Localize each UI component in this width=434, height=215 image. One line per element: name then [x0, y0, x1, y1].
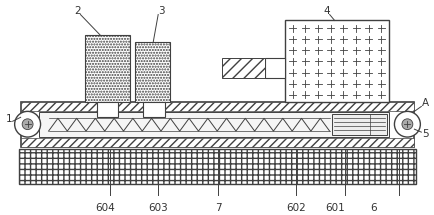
Bar	[20, 103, 414, 147]
Bar	[264, 58, 284, 78]
Circle shape	[394, 111, 419, 137]
Circle shape	[15, 111, 40, 137]
Bar	[19, 149, 415, 184]
Bar	[20, 103, 414, 111]
Text: 604: 604	[95, 203, 115, 213]
Bar	[20, 138, 414, 147]
Text: 601: 601	[325, 203, 345, 213]
Bar	[85, 35, 130, 103]
Text: 4: 4	[322, 6, 329, 15]
Text: 5: 5	[421, 129, 427, 139]
Bar	[97, 103, 118, 117]
Text: 603: 603	[148, 203, 168, 213]
Text: 602: 602	[285, 203, 305, 213]
Text: 2: 2	[74, 6, 81, 15]
Circle shape	[22, 119, 33, 130]
Circle shape	[401, 119, 412, 130]
Text: A: A	[421, 98, 428, 108]
Bar	[331, 114, 387, 135]
Text: 3: 3	[158, 6, 164, 15]
Bar	[39, 112, 388, 137]
Text: 1: 1	[5, 114, 12, 124]
Bar	[135, 42, 170, 103]
Text: 7: 7	[214, 203, 221, 213]
Bar	[284, 20, 388, 103]
Bar	[221, 58, 264, 78]
Bar	[143, 103, 165, 117]
Text: 6: 6	[369, 203, 376, 213]
